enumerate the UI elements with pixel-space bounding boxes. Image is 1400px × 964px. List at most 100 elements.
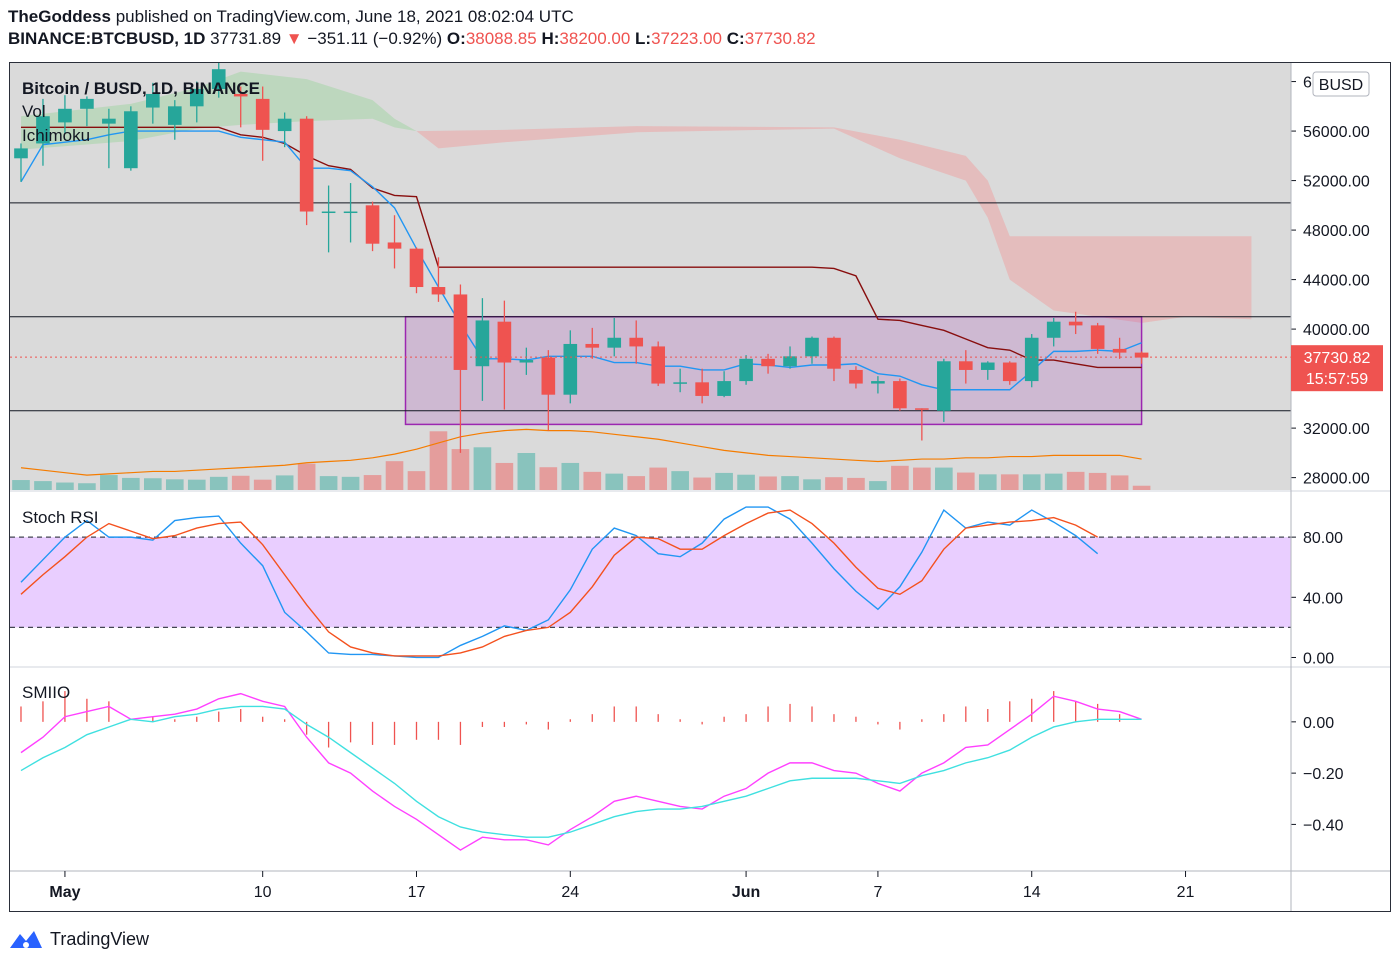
candle-body	[80, 98, 94, 109]
candle[interactable]	[80, 96, 94, 127]
candle[interactable]	[1002, 361, 1017, 385]
candle[interactable]	[563, 330, 578, 404]
candle[interactable]	[167, 100, 182, 140]
stoch-legend[interactable]: Stoch RSI	[22, 508, 99, 527]
candle[interactable]	[453, 284, 468, 453]
candle-body	[233, 93, 248, 97]
volume-bar	[429, 431, 448, 490]
candle[interactable]	[1046, 317, 1061, 347]
high-value: 38200.00	[559, 29, 631, 48]
candle[interactable]	[519, 347, 534, 375]
candle[interactable]	[14, 143, 28, 182]
volume-bar	[122, 477, 140, 490]
candle[interactable]	[211, 63, 226, 98]
volume-bar	[187, 479, 206, 490]
candle[interactable]	[321, 185, 336, 253]
candle[interactable]	[146, 82, 160, 124]
candle[interactable]	[695, 368, 709, 404]
volume-bar	[100, 475, 118, 490]
volume-bar	[891, 465, 909, 490]
chart-header: TheGoddess published on TradingView.com,…	[8, 6, 1388, 50]
currency-badge[interactable]: BUSD	[1312, 71, 1370, 97]
ichimoku-legend[interactable]: Ichimoku	[22, 126, 90, 145]
candle[interactable]	[365, 201, 380, 252]
candle[interactable]	[980, 361, 995, 380]
author-name[interactable]: TheGoddess	[8, 7, 111, 26]
candle[interactable]	[893, 378, 907, 411]
candle-body	[541, 357, 556, 395]
quote-line: BINANCE:BTCBUSD, 1D 37731.89 ▼ −351.11 (…	[8, 28, 1388, 50]
candle-body	[893, 381, 907, 409]
candle[interactable]	[497, 300, 512, 410]
candle[interactable]	[343, 183, 358, 243]
candle[interactable]	[102, 108, 116, 169]
candle[interactable]	[36, 98, 50, 166]
candle[interactable]	[871, 376, 885, 394]
candle[interactable]	[124, 106, 138, 171]
open-label: O:	[446, 29, 466, 48]
volume-bar	[869, 481, 887, 490]
candle[interactable]	[189, 81, 204, 123]
candle[interactable]	[827, 336, 841, 382]
candle[interactable]	[1112, 337, 1127, 359]
time-tick-label: Jun	[732, 884, 760, 901]
candle[interactable]	[1068, 311, 1083, 335]
candle[interactable]	[958, 350, 973, 384]
candle[interactable]	[717, 371, 731, 398]
volume-bar	[297, 463, 316, 490]
chart-frame[interactable]: 28000.0032000.0036000.0040000.0044000.00…	[9, 62, 1391, 912]
candle[interactable]	[915, 408, 929, 441]
stoch-rsi-pane[interactable]: 0.00 40.00 80.00	[10, 490, 1390, 667]
candle[interactable]	[761, 353, 775, 374]
volume-bar	[253, 479, 272, 490]
candle-body	[167, 106, 182, 125]
candle[interactable]	[585, 327, 600, 359]
candle[interactable]	[805, 336, 819, 364]
candle[interactable]	[277, 112, 292, 148]
chart-canvas[interactable]: 28000.0032000.0036000.0040000.0044000.00…	[10, 63, 1390, 911]
candle[interactable]	[541, 350, 556, 431]
down-arrow-icon: ▼	[285, 29, 303, 48]
close-label: C:	[726, 29, 745, 48]
smiio-signal-line	[20, 705, 1142, 838]
range-box[interactable]	[404, 315, 1143, 426]
volume-bar	[539, 467, 558, 490]
candle[interactable]	[233, 86, 248, 128]
time-tick-label: May	[49, 884, 80, 901]
volume-bar	[561, 462, 580, 490]
main-legend-title[interactable]: Bitcoin / BUSD, 1D, BINANCE	[22, 79, 260, 98]
volume-bar	[935, 467, 953, 490]
candle[interactable]	[299, 116, 314, 226]
price-badge: 37730.82 15:57:59	[1291, 345, 1383, 392]
candle[interactable]	[739, 355, 753, 385]
candle[interactable]	[673, 368, 687, 393]
tradingview-footer[interactable]: TradingView	[8, 926, 149, 952]
candle[interactable]	[629, 320, 644, 364]
smiio-legend[interactable]: SMIIO	[22, 683, 70, 702]
tradingview-logo-icon	[10, 931, 42, 948]
price-pane[interactable]: 28000.0032000.0036000.0040000.0044000.00…	[10, 63, 1370, 490]
candle-body	[497, 321, 512, 363]
candle[interactable]	[607, 317, 622, 357]
candle[interactable]	[431, 257, 446, 302]
candle[interactable]	[1090, 322, 1105, 354]
candle[interactable]	[409, 247, 424, 294]
candle[interactable]	[475, 298, 490, 401]
stoch-k-line	[20, 506, 1099, 659]
candle[interactable]	[849, 366, 863, 389]
candle[interactable]	[387, 215, 402, 269]
symbol-label: BINANCE:BTCBUSD, 1D	[8, 29, 206, 48]
smiio-pane[interactable]: −0.40 −0.20 0.00	[10, 666, 1390, 851]
candle[interactable]	[937, 358, 951, 422]
candle-body	[651, 346, 666, 384]
candle[interactable]	[58, 95, 72, 134]
volume-ma-line	[20, 428, 1142, 476]
candle-body	[585, 343, 600, 348]
vol-legend[interactable]: Vol	[22, 102, 46, 121]
time-axis[interactable]: May 10 17 24 Jun 7 14 21	[10, 63, 1390, 911]
candle[interactable]	[1024, 334, 1039, 388]
candle[interactable]	[255, 86, 270, 161]
volume-bar	[825, 477, 843, 490]
candle-body	[519, 360, 534, 363]
candle[interactable]	[651, 341, 666, 387]
